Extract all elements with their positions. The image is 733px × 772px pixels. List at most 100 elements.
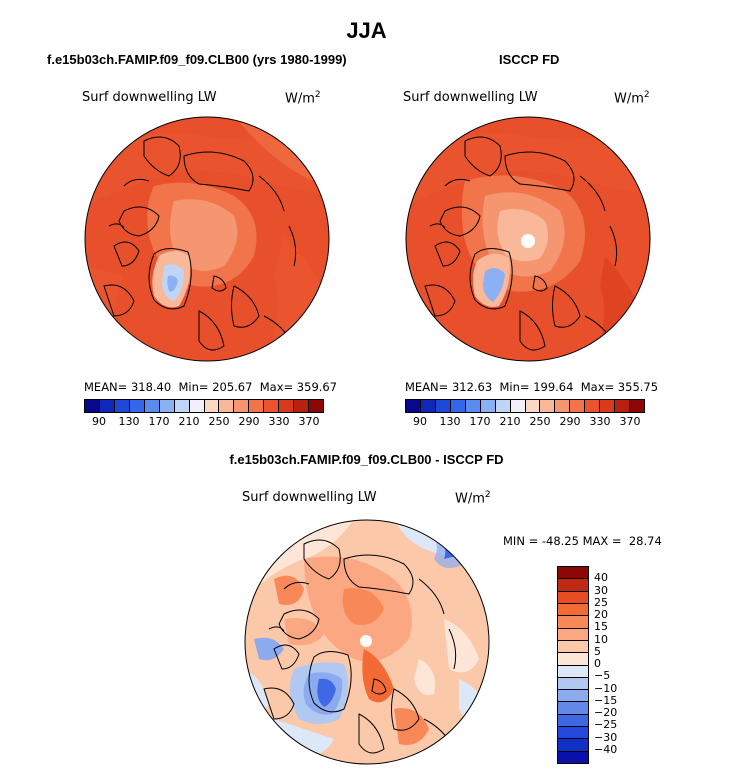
colorbar-swatch bbox=[558, 665, 588, 678]
colorbar-tick-label: −30 bbox=[594, 730, 618, 744]
colorbar-swatch bbox=[540, 400, 556, 412]
colorbar-swatch bbox=[279, 400, 295, 412]
colorbar-swatch bbox=[450, 400, 466, 412]
colorbar-swatch bbox=[558, 616, 588, 629]
colorbar-swatch bbox=[570, 400, 586, 412]
colorbar-tick-label: 5 bbox=[594, 644, 601, 658]
right-stats: MEAN= 312.63 Min= 199.64 Max= 355.75 bbox=[405, 380, 659, 394]
colorbar-swatch bbox=[585, 400, 601, 412]
colorbar-swatch bbox=[558, 739, 588, 752]
colorbar-swatch bbox=[558, 714, 588, 728]
colorbar-tick-label: −25 bbox=[594, 718, 618, 732]
panel-right-title: ISCCP FD bbox=[499, 52, 560, 67]
colorbar-tick-label: 330 bbox=[268, 415, 290, 428]
colorbar-tick-label: 370 bbox=[298, 415, 320, 428]
colorbar-swatch bbox=[309, 400, 323, 412]
colorbar-swatch bbox=[406, 400, 421, 412]
colorbar-tick-label: 250 bbox=[529, 415, 551, 428]
colorbar-tick-label: 15 bbox=[594, 620, 608, 634]
left-colorbar-ticks: 90 130 170 210 250 290 330 370 bbox=[84, 415, 324, 429]
colorbar-swatch bbox=[555, 400, 571, 412]
bottom-stats: MIN = -48.25 MAX = 28.74 bbox=[503, 534, 662, 548]
colorbar-swatch bbox=[600, 400, 616, 412]
colorbar-swatch bbox=[558, 653, 588, 666]
colorbar-tick-label: −20 bbox=[594, 706, 618, 719]
colorbar-tick-label: 30 bbox=[594, 583, 608, 597]
colorbar-swatch bbox=[129, 400, 145, 412]
left-units-label: W/m2 bbox=[285, 90, 321, 107]
colorbar-swatch bbox=[558, 591, 588, 604]
colorbar-swatch bbox=[99, 400, 115, 412]
left-polar-map bbox=[84, 116, 330, 362]
colorbar-swatch bbox=[525, 400, 541, 412]
colorbar-tick-label: 210 bbox=[178, 415, 200, 428]
colorbar-swatch bbox=[294, 400, 310, 412]
colorbar-swatch bbox=[558, 628, 588, 641]
colorbar-tick-label: 250 bbox=[208, 415, 230, 428]
colorbar-swatch bbox=[558, 579, 588, 592]
colorbar-swatch bbox=[114, 400, 130, 412]
colorbar-swatch bbox=[204, 400, 220, 412]
colorbar-tick-label: 290 bbox=[559, 415, 581, 428]
right-variable-label: Surf downwelling LW bbox=[403, 90, 538, 105]
panel-bottom-title: f.e15b03ch.FAMIP.f09_f09.CLB00 - ISCCP F… bbox=[229, 452, 504, 467]
colorbar-swatch bbox=[558, 640, 588, 654]
left-variable-label: Surf downwelling LW bbox=[82, 90, 217, 105]
panel-left-title: f.e15b03ch.FAMIP.f09_f09.CLB00 (yrs 1980… bbox=[47, 52, 347, 67]
figure-title: JJA bbox=[346, 18, 387, 43]
colorbar-tick-label: 40 bbox=[594, 571, 608, 585]
colorbar-swatch bbox=[558, 727, 588, 740]
colorbar-swatch bbox=[249, 400, 265, 412]
colorbar-swatch bbox=[85, 400, 100, 412]
colorbar-swatch bbox=[144, 400, 160, 412]
colorbar-tick-label: 370 bbox=[619, 415, 641, 428]
right-colorbar-ticks: 90 130 170 210 250 290 330 370 bbox=[405, 415, 645, 429]
colorbar-tick-label: 130 bbox=[118, 415, 140, 428]
colorbar-swatch bbox=[558, 751, 588, 763]
colorbar-swatch bbox=[219, 400, 235, 412]
colorbar-swatch bbox=[159, 400, 175, 412]
bottom-units-label: W/m2 bbox=[455, 490, 491, 507]
colorbar-swatch bbox=[615, 400, 631, 412]
colorbar-tick-label: 170 bbox=[148, 415, 170, 428]
colorbar-swatch bbox=[510, 400, 526, 412]
colorbar-swatch bbox=[558, 567, 588, 580]
colorbar-swatch bbox=[558, 690, 588, 703]
colorbar-tick-label: −15 bbox=[594, 693, 618, 707]
right-units-label: W/m2 bbox=[614, 90, 650, 107]
colorbar-swatch bbox=[264, 400, 280, 412]
colorbar-swatch bbox=[420, 400, 436, 412]
colorbar-tick-label: 25 bbox=[594, 595, 608, 609]
colorbar-swatch bbox=[435, 400, 451, 412]
colorbar-swatch bbox=[465, 400, 481, 412]
right-polar-map bbox=[405, 116, 651, 362]
colorbar-tick-label: 130 bbox=[439, 415, 461, 428]
colorbar-swatch bbox=[480, 400, 496, 412]
colorbar-swatch bbox=[495, 400, 511, 412]
colorbar-swatch bbox=[558, 702, 588, 715]
colorbar-tick-label: 0 bbox=[594, 657, 601, 670]
colorbar-tick-label: 10 bbox=[594, 632, 608, 646]
diff-colorbar-ticks: 40 30 25 20 15 10 5 0 −5 −10 −15 −20 −25 −30 −40 bbox=[594, 566, 634, 762]
colorbar-swatch bbox=[630, 400, 644, 412]
colorbar-swatch bbox=[234, 400, 250, 412]
diff-colorbar bbox=[557, 566, 589, 764]
bottom-variable-label: Surf downwelling LW bbox=[242, 490, 377, 505]
colorbar-tick-label: 90 bbox=[413, 415, 427, 428]
colorbar-tick-label: −40 bbox=[594, 742, 618, 756]
colorbar-swatch bbox=[558, 603, 588, 617]
colorbar-tick-label: 90 bbox=[92, 415, 106, 428]
right-colorbar bbox=[405, 399, 645, 413]
colorbar-swatch bbox=[174, 400, 190, 412]
left-colorbar bbox=[84, 399, 324, 413]
colorbar-tick-label: 290 bbox=[238, 415, 260, 428]
left-stats: MEAN= 318.40 Min= 205.67 Max= 359.67 bbox=[84, 380, 338, 394]
colorbar-tick-label: 20 bbox=[594, 608, 608, 621]
colorbar-tick-label: 210 bbox=[499, 415, 521, 428]
colorbar-swatch bbox=[189, 400, 205, 412]
colorbar-swatch bbox=[558, 677, 588, 691]
bottom-polar-diff-map bbox=[244, 519, 490, 765]
colorbar-tick-label: 330 bbox=[589, 415, 611, 428]
colorbar-tick-label: −5 bbox=[594, 669, 611, 683]
colorbar-tick-label: −10 bbox=[594, 681, 618, 695]
